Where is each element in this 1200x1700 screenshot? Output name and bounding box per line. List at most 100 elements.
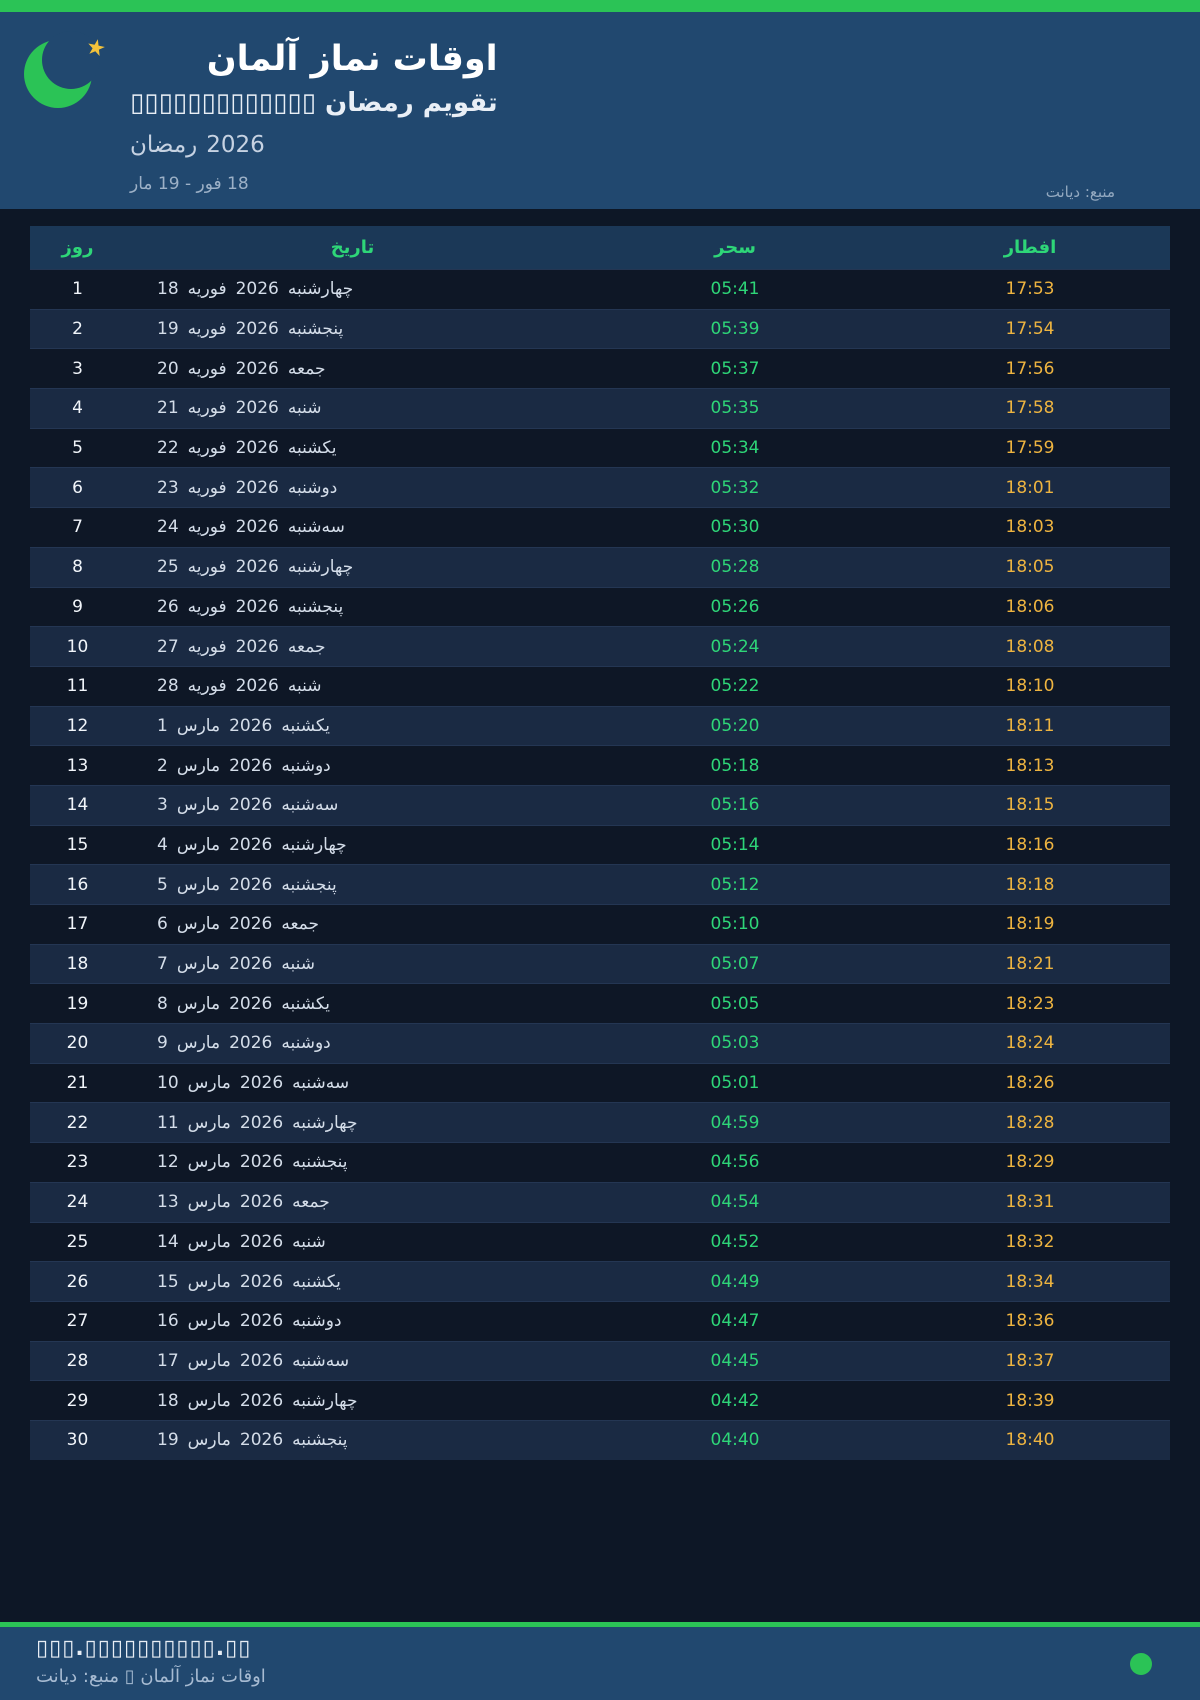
date-cell: 16 مارس 2026 دوشنبه	[125, 1311, 580, 1331]
date-year: 2026	[239, 1192, 284, 1213]
date-year: 2026	[235, 676, 279, 697]
table-row: 4 21 فوریه 2026 شنبه 05:35 17:58	[30, 388, 1170, 428]
date-year: 2026	[239, 1430, 284, 1451]
season-line: رمضان 2026	[130, 132, 498, 158]
date-weekday: چهارشنبه	[287, 279, 354, 300]
date-cell: 26 فوریه 2026 پنجشنبه	[125, 597, 580, 617]
date-weekday: شنبه	[287, 398, 322, 419]
date-weekday: دوشنبه	[281, 755, 331, 776]
sahar-time: 05:20	[710, 715, 760, 736]
sahar-time: 04:59	[710, 1112, 760, 1133]
date-cell: 2 مارس 2026 دوشنبه	[125, 756, 580, 776]
date-day: 25	[157, 557, 179, 578]
iftar-time: 18:40	[1005, 1430, 1055, 1451]
date-month: فوریه	[187, 319, 227, 340]
table-row: 10 27 فوریه 2026 جمعه 05:24 18:08	[30, 626, 1170, 666]
date-day: 22	[157, 438, 179, 459]
date-year: 2026	[229, 914, 273, 935]
date-month: مارس	[187, 1152, 231, 1173]
day-cell: 3	[72, 358, 83, 379]
sahar-time: 05:35	[710, 398, 760, 419]
iftar-time: 18:03	[1005, 517, 1055, 538]
date-month: مارس	[187, 1390, 231, 1411]
date-month: مارس	[187, 1350, 231, 1371]
iftar-time: 18:11	[1005, 715, 1055, 736]
date-weekday: سه‌شنبه	[287, 517, 345, 538]
date-day: 9	[157, 1033, 168, 1054]
iftar-time: 18:29	[1005, 1152, 1055, 1173]
date-weekday: شنبه	[292, 1231, 326, 1252]
footer-dot-icon	[1130, 1653, 1152, 1675]
sahar-time: 05:24	[710, 636, 760, 657]
date-cell: 15 مارس 2026 یکشنبه	[125, 1272, 580, 1292]
sahar-time: 04:40	[710, 1430, 760, 1451]
day-cell: 2	[72, 319, 83, 340]
table-row: 24 13 مارس 2026 جمعه 04:54 18:31	[30, 1181, 1170, 1222]
date-day: 8	[157, 993, 168, 1014]
date-year: 2026	[235, 358, 279, 379]
day-cell: 14	[66, 795, 89, 816]
date-year: 2026	[239, 1231, 284, 1252]
day-cell: 24	[66, 1192, 89, 1213]
sahar-time: 05:16	[710, 795, 760, 816]
day-cell: 22	[66, 1112, 89, 1133]
date-cell: 23 فوریه 2026 دوشنبه	[125, 478, 580, 498]
table-row: 3 20 فوریه 2026 جمعه 05:37 17:56	[30, 348, 1170, 389]
sahar-time: 05:26	[710, 596, 760, 617]
table-row: 19 8 مارس 2026 یکشنبه 05:05 18:23	[30, 983, 1170, 1024]
date-day: 18	[157, 279, 179, 300]
date-day: 17	[157, 1350, 179, 1371]
sahar-time: 05:12	[710, 874, 760, 895]
date-weekday: چهارشنبه	[292, 1390, 358, 1411]
date-weekday: سه‌شنبه	[281, 795, 339, 816]
table-row: 20 9 مارس 2026 دوشنبه 05:03 18:24	[30, 1023, 1170, 1063]
star-icon: ★	[83, 34, 109, 63]
date-day: 19	[157, 319, 179, 340]
date-month: فوریه	[187, 596, 227, 617]
date-month: مارس	[176, 914, 221, 935]
date-cell: 13 مارس 2026 جمعه	[125, 1192, 580, 1212]
date-weekday: سه‌شنبه	[292, 1073, 350, 1094]
day-cell: 15	[66, 834, 89, 855]
date-day: 5	[157, 874, 168, 895]
date-cell: 1 مارس 2026 یکشنبه	[125, 716, 580, 736]
date-day: 6	[157, 914, 168, 935]
date-year: 2026	[239, 1311, 284, 1332]
sahar-time: 04:42	[710, 1390, 760, 1411]
day-cell: 13	[66, 755, 89, 776]
day-cell: 11	[66, 676, 89, 697]
table-row: 25 14 مارس 2026 شنبه 04:52 18:32	[30, 1221, 1170, 1262]
iftar-time: 18:31	[1005, 1192, 1055, 1213]
table-row: 1 18 فوریه 2026 چهارشنبه 05:41 17:53	[30, 269, 1170, 309]
footer-credit: اوقات نماز آلمان ▯ منبع: دیانت	[36, 1666, 266, 1687]
table-row: 26 15 مارس 2026 یکشنبه 04:49 18:34	[30, 1261, 1170, 1301]
iftar-time: 18:01	[1005, 477, 1055, 498]
sahar-time: 04:52	[710, 1231, 760, 1252]
date-range: 18 فور - 19 مار	[130, 174, 249, 194]
date-month: فوریه	[187, 438, 227, 459]
day-cell: 9	[72, 596, 83, 617]
day-cell: 25	[66, 1231, 89, 1252]
date-month: فوریه	[187, 557, 227, 578]
day-cell: 29	[66, 1390, 89, 1411]
date-year: 2026	[229, 993, 273, 1014]
sahar-time: 04:49	[710, 1271, 760, 1292]
date-weekday: شنبه	[287, 676, 322, 697]
table-row: 13 2 مارس 2026 دوشنبه 05:18 18:13	[30, 745, 1170, 785]
table-row: 22 11 مارس 2026 چهارشنبه 04:59 18:28	[30, 1102, 1170, 1143]
day-cell: 26	[66, 1271, 89, 1292]
date-day: 14	[157, 1231, 179, 1252]
sahar-time: 05:03	[710, 1033, 760, 1054]
date-weekday: یکشنبه	[281, 993, 331, 1014]
date-day: 23	[157, 477, 179, 498]
date-month: مارس	[176, 1033, 221, 1054]
date-weekday: پنجشنبه	[292, 1430, 348, 1451]
table-row: 18 7 مارس 2026 شنبه 05:07 18:21	[30, 943, 1170, 984]
date-cell: 27 فوریه 2026 جمعه	[125, 637, 580, 657]
table-row: 15 4 مارس 2026 چهارشنبه 05:14 18:16	[30, 824, 1170, 865]
footer-accent-line	[0, 1622, 1200, 1627]
date-weekday: دوشنبه	[292, 1311, 342, 1332]
date-month: مارس	[187, 1231, 231, 1252]
date-cell: 7 مارس 2026 شنبه	[125, 954, 580, 974]
